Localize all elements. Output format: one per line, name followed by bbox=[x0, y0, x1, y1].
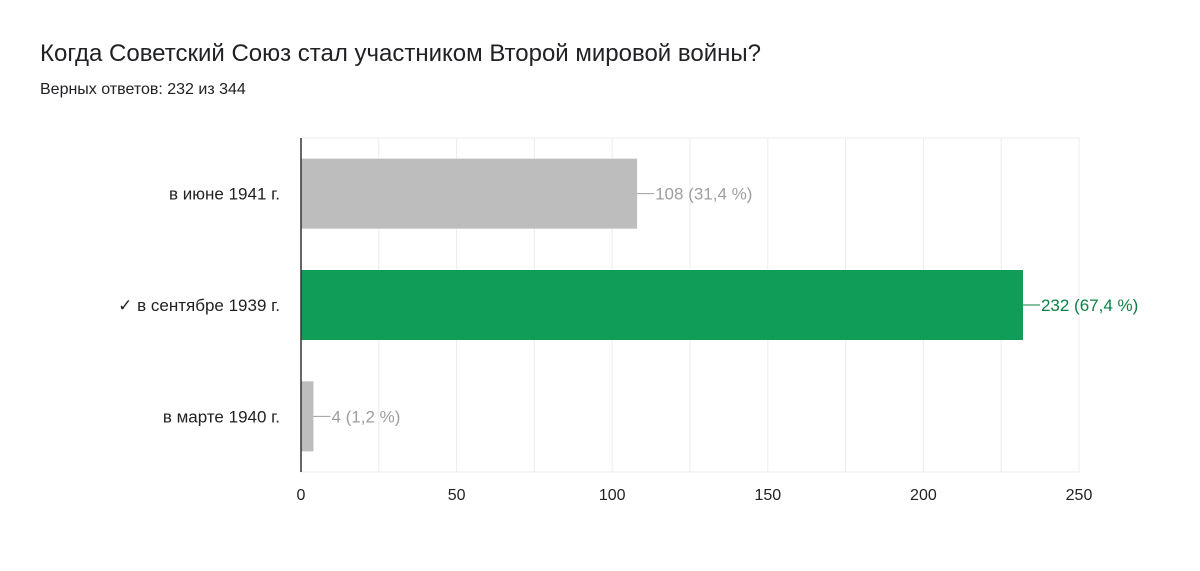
data-label: 4 (1,2 %) bbox=[331, 407, 400, 426]
category-label: ✓ в сентябре 1939 г. bbox=[118, 296, 280, 315]
category-label: в марте 1940 г. bbox=[163, 407, 280, 426]
x-tick-label: 0 bbox=[297, 487, 306, 504]
category-label: в июне 1941 г. bbox=[169, 185, 280, 204]
question-subtitle: Верных ответов: 232 из 344 bbox=[40, 81, 246, 98]
x-tick-label: 250 bbox=[1066, 487, 1093, 504]
x-tick-label: 50 bbox=[448, 487, 466, 504]
bar bbox=[301, 270, 1023, 340]
bar bbox=[301, 158, 638, 229]
question-title: Когда Советский Союз стал участником Вто… bbox=[40, 40, 761, 67]
x-tick-label: 100 bbox=[599, 487, 626, 504]
x-tick-label: 200 bbox=[910, 487, 937, 504]
x-tick-label: 150 bbox=[754, 487, 781, 504]
data-label: 108 (31,4 %) bbox=[655, 185, 752, 204]
data-label: 232 (67,4 %) bbox=[1041, 296, 1138, 315]
bar bbox=[301, 381, 314, 452]
